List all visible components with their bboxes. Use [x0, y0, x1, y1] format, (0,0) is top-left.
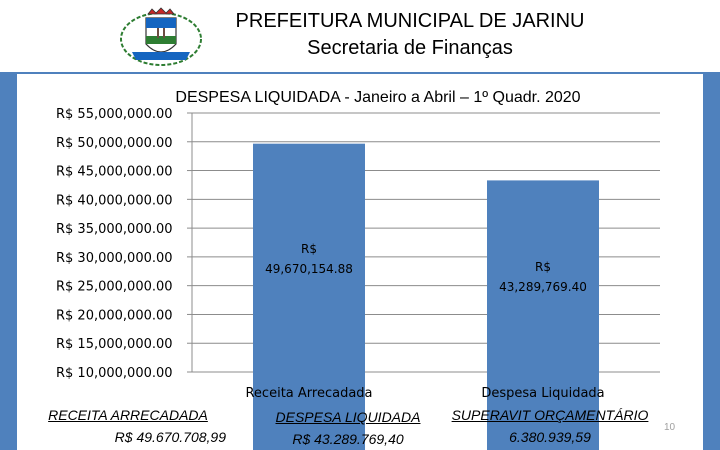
summary-superavit: SUPERAVIT ORÇAMENTÁRIO 6.380.939,59 [438, 404, 662, 448]
left-accent-bar [0, 74, 17, 450]
summary-despesa: DESPESA LIQUIDADA R$ 43.289.769,40 [258, 406, 438, 450]
y-tick-label: R$ 35,000,000.00 [56, 222, 173, 237]
summary-superavit-value: 6.380.939,59 [509, 429, 591, 445]
summary-despesa-value: R$ 43.289.769,40 [292, 431, 404, 447]
y-tick-label: R$ 55,000,000.00 [56, 107, 173, 122]
page-title: PREFEITURA MUNICIPAL DE JARINU Secretari… [210, 8, 610, 62]
right-accent-bar [703, 74, 720, 450]
summary-despesa-label: DESPESA LIQUIDADA [275, 409, 421, 425]
bar-0 [253, 143, 365, 450]
y-tick-label: R$ 20,000,000.00 [56, 308, 173, 323]
chart-title: DESPESA LIQUIDADA - Janeiro a Abril – 1º… [175, 89, 580, 106]
summary-receita-label: RECEITA ARRECADADA [48, 407, 208, 423]
y-tick-label: R$ 45,000,000.00 [56, 165, 173, 180]
municipal-coat-of-arms-icon [120, 7, 202, 66]
y-tick-label: R$ 50,000,000.00 [56, 136, 173, 151]
data-label-1: R$ 43,289,769.40 [499, 260, 587, 294]
y-tick-label: R$ 15,000,000.00 [56, 337, 173, 352]
title-municipality: PREFEITURA MUNICIPAL DE JARINU [235, 10, 585, 32]
category-label-0: Receita Arrecadada [245, 386, 372, 401]
summary-receita: RECEITA ARRECADADA R$ 49.670.708,99 [30, 404, 226, 448]
bar-1 [487, 180, 599, 450]
y-tick-label: R$ 10,000,000.00 [56, 366, 173, 381]
data-label-0: R$ 49,670,154.88 [265, 242, 353, 276]
header-divider [0, 72, 720, 74]
y-tick-label: R$ 40,000,000.00 [56, 193, 173, 208]
title-department: Secretaria de Finanças [307, 37, 513, 59]
y-tick-label: R$ 30,000,000.00 [56, 251, 173, 266]
summary-receita-value: R$ 49.670.708,99 [114, 429, 226, 445]
page-number: 10 [664, 422, 676, 433]
category-label-1: Despesa Liquidada [481, 386, 604, 401]
y-tick-label: R$ 25,000,000.00 [56, 280, 173, 295]
summary-superavit-label: SUPERAVIT ORÇAMENTÁRIO [451, 407, 649, 423]
